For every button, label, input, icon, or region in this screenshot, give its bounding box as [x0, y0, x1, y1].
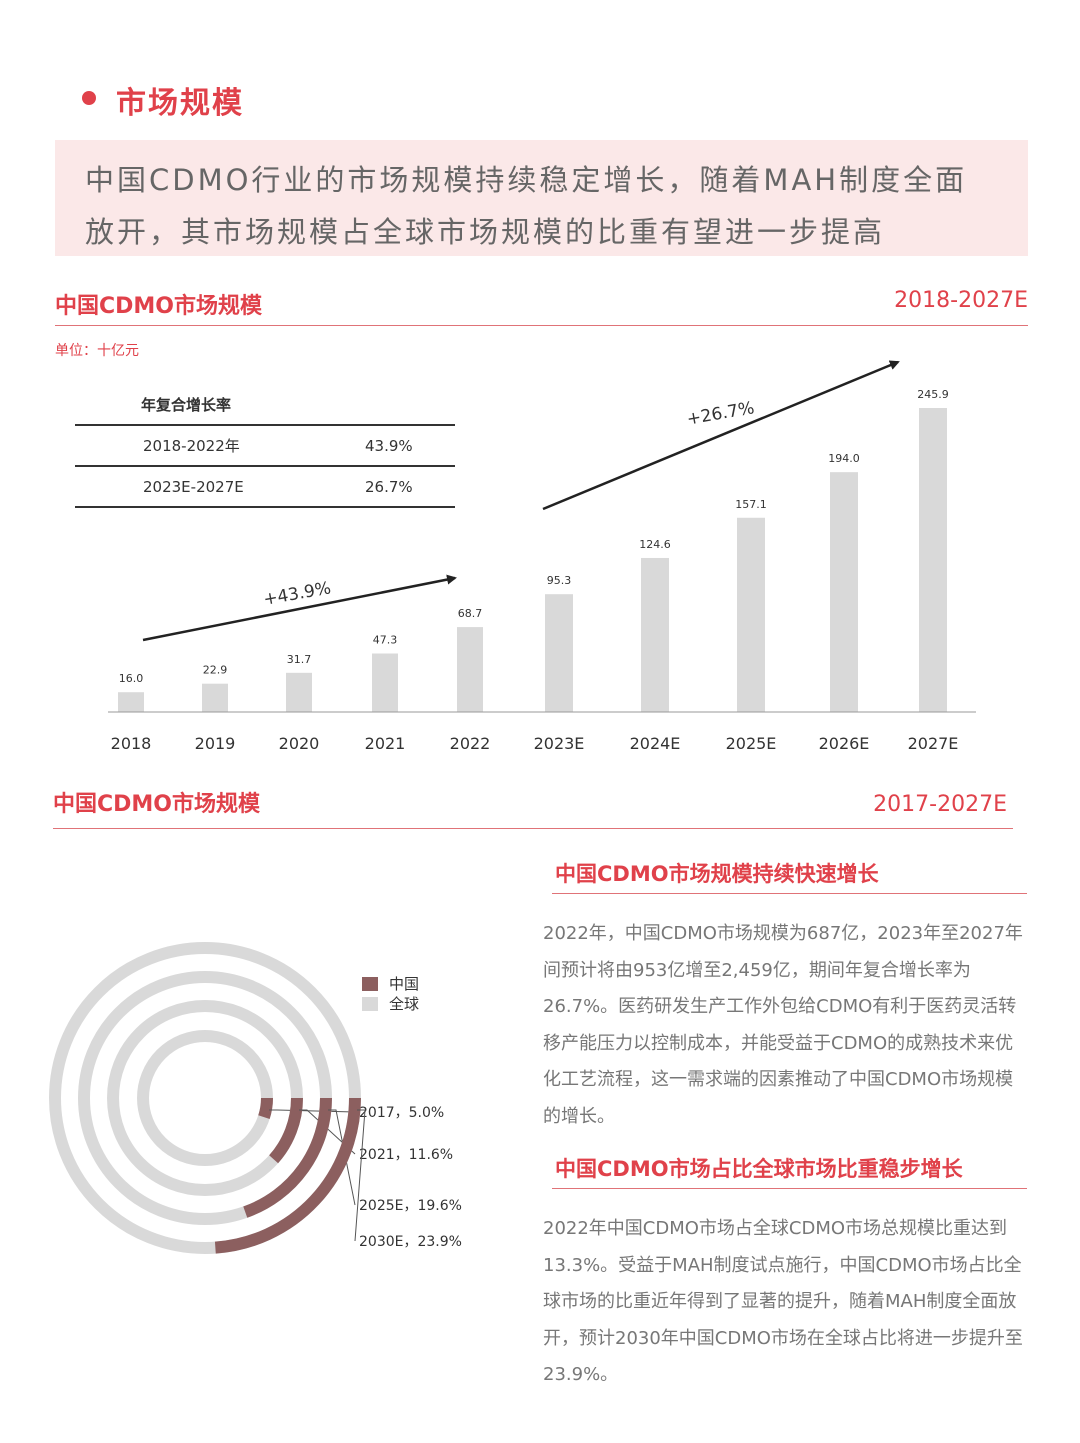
bar-value-label: 22.9 — [203, 664, 228, 677]
ring-china-2025E — [243, 1097, 332, 1218]
chart1-title: 中国CDMO市场规模 — [55, 294, 263, 319]
radial-ring-chart: 2017，5.0% 2021，11.6% 2025E，19.6% 2030E，23.9… — [49, 942, 462, 1254]
x-tick-label: 2023E — [534, 734, 585, 753]
cagr-table: 年复合增长率 2018-2022年 43.9% 2023E-2027E 26.7… — [75, 384, 455, 508]
bar-chart: 16.0 2018 22.9 2019 31.7 2020 47.3 2021 68.7 2022… — [108, 360, 976, 753]
text1-rule — [552, 893, 1027, 894]
text1-heading: 中国CDMO市场规模持续快速增长 — [555, 862, 879, 886]
cagr-value: 26.7% — [364, 465, 455, 508]
bar-2023E — [545, 594, 573, 712]
bar-2022 — [457, 627, 483, 712]
table-row: 2018-2022年 43.9% — [75, 424, 455, 466]
ring-leader-line — [354, 1109, 366, 1242]
bar-value-label: 245.9 — [917, 388, 949, 401]
bar-value-label: 124.6 — [639, 538, 671, 551]
bar-value-label: 31.7 — [287, 653, 312, 666]
x-tick-label: 2025E — [726, 734, 777, 753]
bar-value-label: 95.3 — [547, 574, 572, 587]
cagr-table-header: 年复合增长率 — [141, 395, 232, 414]
text2-rule — [552, 1188, 1027, 1189]
bar-2026E — [830, 472, 858, 712]
bar-2020 — [286, 672, 312, 712]
cagr-table-header-row: 年复合增长率 — [75, 384, 455, 425]
text2-body: 2022年中国CDMO市场占全球CDMO市场总规模比重达到13.3%。受益于MA… — [543, 1218, 1023, 1385]
chart2-range: 2017-2027E — [873, 792, 1007, 817]
ring-china-2030E — [214, 1097, 361, 1254]
cagr-period: 2018-2022年 — [75, 424, 364, 466]
bar-value-label: 194.0 — [828, 452, 860, 465]
table-row: 2023E-2027E 26.7% — [75, 465, 455, 508]
ring-global-2017 — [137, 1030, 273, 1166]
text1-body: 2022年，中国CDMO市场规模为687亿，2023年至2027年间预计将由95… — [543, 923, 1023, 1127]
bar-value-label: 157.1 — [735, 498, 767, 511]
bar-2018 — [118, 692, 144, 712]
growth-arrow-1 — [142, 574, 457, 642]
legend-china-swatch — [362, 977, 378, 991]
ring-label: 2030E，23.9% — [359, 1234, 462, 1250]
x-tick-label: 2024E — [630, 734, 681, 753]
x-tick-label: 2027E — [908, 734, 959, 753]
bar-2024E — [641, 557, 669, 712]
ring-china-2017 — [258, 1097, 273, 1120]
x-tick-label: 2019 — [195, 734, 236, 753]
chart1-rule — [55, 325, 1028, 326]
x-tick-label: 2021 — [365, 734, 406, 753]
bullet-dot-icon — [82, 91, 96, 105]
ring-leader-line — [328, 1109, 356, 1206]
ring-leader-line — [299, 1109, 356, 1155]
ring-label: 2021，11.6% — [359, 1147, 453, 1163]
x-tick-label: 2022 — [450, 734, 491, 753]
bar-value-label: 68.7 — [458, 607, 483, 620]
text2-heading: 中国CDMO市场占比全球市场比重稳步增长 — [555, 1157, 963, 1181]
growth-arrow-2 — [542, 360, 900, 511]
bar-2025E — [737, 517, 765, 712]
x-tick-label: 2018 — [111, 734, 152, 753]
ring-leader-line — [269, 1109, 356, 1113]
ring-label: 2017，5.0% — [359, 1105, 444, 1121]
x-tick-label: 2026E — [819, 734, 870, 753]
chart2-title: 中国CDMO市场规模 — [53, 792, 261, 817]
bar-2019 — [202, 683, 228, 712]
bar-2027E — [919, 408, 947, 712]
chart2-rule — [53, 828, 1013, 829]
ring-label: 2025E，19.6% — [359, 1198, 462, 1214]
legend-global-swatch — [362, 997, 378, 1011]
cagr-period: 2023E-2027E — [75, 465, 364, 508]
legend-china-label: 中国 — [389, 975, 419, 993]
ring-china-2021 — [269, 1097, 303, 1164]
bar-value-label: 16.0 — [119, 672, 144, 685]
chart1-range: 2018-2027E — [894, 288, 1028, 313]
summary-banner: 中国CDMO行业的市场规模持续稳定增长，随着MAH制度全面放开，其市场规模占全球… — [55, 140, 1028, 256]
chart1-unit: 单位：十亿元 — [55, 343, 139, 359]
legend-global-label: 全球 — [389, 995, 419, 1013]
bar-value-label: 47.3 — [373, 634, 398, 647]
bar-2021 — [372, 653, 398, 712]
section-title: 市场规模 — [116, 86, 244, 121]
x-tick-label: 2020 — [279, 734, 320, 753]
cagr-value: 43.9% — [364, 424, 455, 466]
